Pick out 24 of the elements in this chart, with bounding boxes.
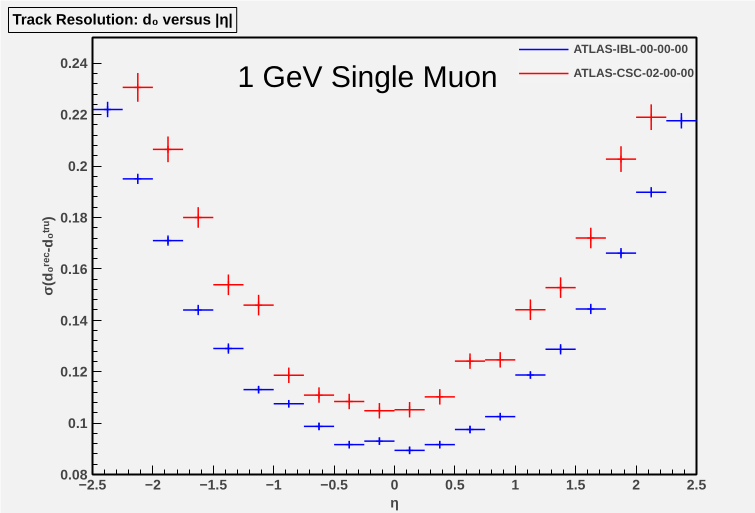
annotation: 1 GeV Single Muon <box>237 61 498 94</box>
x-tick-label: 0 <box>390 476 399 492</box>
y-tick-label: 0.2 <box>68 158 88 174</box>
legend-label: ATLAS-IBL-00-00-00 <box>574 42 688 56</box>
y-axis-title: σ(d₀ʳᵉᶜ-d₀ᵗʳᵘ) <box>39 216 56 296</box>
x-tick-label: −2 <box>144 476 162 492</box>
x-tick-label: 1.5 <box>566 476 586 492</box>
legend-label: ATLAS-CSC-02-00-00 <box>574 66 694 80</box>
x-tick-label: 0.5 <box>445 476 465 492</box>
y-tick-label: 0.1 <box>68 415 88 432</box>
x-tick-label: 2 <box>632 476 640 492</box>
y-tick-label: 0.16 <box>60 260 88 277</box>
x-tick-label: −1.5 <box>199 476 228 492</box>
chart-title: Track Resolution: d₀ versus |η| <box>12 12 233 28</box>
x-tick-label: 1 <box>511 476 520 492</box>
y-tick-label: 0.14 <box>60 312 88 328</box>
y-tick-label: 0.22 <box>60 106 88 123</box>
y-tick-label: 0.18 <box>60 209 88 226</box>
y-tick-label: 0.24 <box>60 55 88 72</box>
x-tick-label: −1 <box>266 476 282 492</box>
x-tick-label: 2.5 <box>686 476 706 492</box>
x-tick-label: −0.5 <box>320 476 348 492</box>
x-axis-title: η <box>390 494 399 510</box>
y-tick-label: 0.12 <box>60 364 88 380</box>
